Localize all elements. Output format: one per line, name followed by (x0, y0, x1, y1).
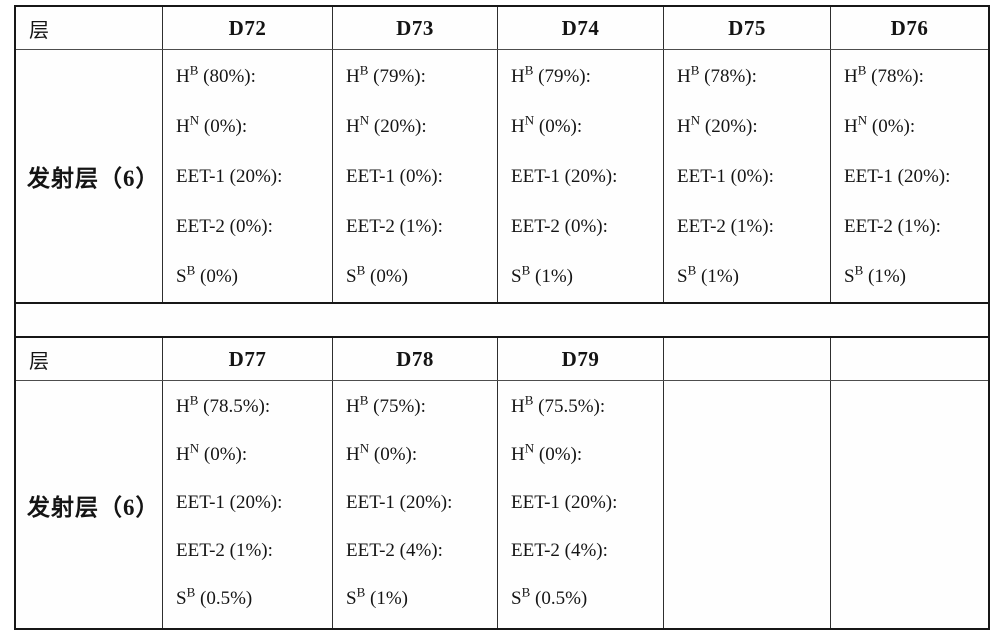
composition-line: HN (0%): (346, 440, 418, 465)
composition-line: EET-2 (1%): (346, 216, 443, 237)
table-divider-gap (16, 302, 988, 338)
composition-line: HB (78%): (844, 62, 924, 87)
composition-line: EET-1 (20%): (844, 166, 951, 187)
column-header-label: D77 (228, 346, 267, 371)
composition-line: SB (0%) (346, 262, 408, 287)
table-frame: 层 D72 D73 D74 D75 D76 发射层（6） HB (80%): HN… (14, 5, 990, 630)
column-header-label: D72 (228, 15, 267, 40)
composition-line: EET-1 (20%): (511, 492, 618, 513)
composition-line: HB (78.5%): (176, 392, 271, 417)
column-header-d75: D75 (663, 7, 830, 49)
composition-line: EET-1 (0%): (346, 166, 443, 187)
composition-line: EET-2 (4%): (511, 540, 608, 561)
column-header-label: D74 (561, 15, 600, 40)
table-1-body-row: 发射层（6） HB (80%): HN (0%): EET-1 (20%): EET-… (16, 50, 988, 302)
composition-line: HN (0%): (511, 112, 583, 137)
emission-layer-row-label: 发射层（6） (27, 166, 160, 191)
composition-line: SB (0.5%) (511, 584, 588, 609)
column-header-d77: D77 (162, 338, 332, 380)
layer-header-label: 层 (29, 350, 50, 373)
emission-layer-row-label-cell: 发射层（6） (16, 50, 162, 302)
table-d77-d79: 层 D77 D78 D79 发射层（6） HB (78.5%): HN (0%):… (16, 338, 988, 628)
composition-line: EET-2 (1%): (844, 216, 941, 237)
column-header-d74: D74 (497, 7, 663, 49)
data-cell-empty-2 (830, 381, 988, 628)
data-cell-d73: HB (79%): HN (20%): EET-1 (0%): EET-2 (1%):… (332, 50, 497, 302)
column-header-label: D79 (561, 346, 600, 371)
data-cell-d78: HB (75%): HN (0%): EET-1 (20%): EET-2 (4%):… (332, 381, 497, 628)
column-header-d79: D79 (497, 338, 663, 380)
composition-line: SB (0.5%) (176, 584, 253, 609)
composition-line: HN (0%): (844, 112, 916, 137)
column-header-d78: D78 (332, 338, 497, 380)
composition-line: EET-1 (20%): (346, 492, 453, 513)
composition-line: HN (0%): (176, 112, 248, 137)
column-header-d72: D72 (162, 7, 332, 49)
table-1-header-row: 层 D72 D73 D74 D75 D76 (16, 7, 988, 50)
composition-line: EET-2 (4%): (346, 540, 443, 561)
layer-header-label: 层 (29, 19, 50, 42)
composition-line: EET-2 (1%): (677, 216, 774, 237)
composition-line: HN (20%): (346, 112, 427, 137)
column-header-empty-1 (663, 338, 830, 380)
column-header-label: D78 (396, 346, 434, 371)
data-cell-d77: HB (78.5%): HN (0%): EET-1 (20%): EET-2 (1%… (162, 381, 332, 628)
composition-line: HB (79%): (346, 62, 426, 87)
table-2-header-row: 层 D77 D78 D79 (16, 338, 988, 381)
table-d72-d76: 层 D72 D73 D74 D75 D76 发射层（6） HB (80%): HN… (16, 7, 988, 302)
data-cell-d76: HB (78%): HN (0%): EET-1 (20%): EET-2 (1%):… (830, 50, 988, 302)
data-cell-d72: HB (80%): HN (0%): EET-1 (20%): EET-2 (0%):… (162, 50, 332, 302)
data-cell-d74: HB (79%): HN (0%): EET-1 (20%): EET-2 (0%):… (497, 50, 663, 302)
column-header-label: D76 (890, 15, 929, 40)
table-2-body-row: 发射层（6） HB (78.5%): HN (0%): EET-1 (20%): EE… (16, 381, 988, 628)
composition-line: HB (75%): (346, 392, 426, 417)
composition-line: EET-2 (1%): (176, 540, 273, 561)
column-header-label: D75 (728, 15, 766, 40)
composition-line: HN (0%): (176, 440, 248, 465)
composition-line: HB (75.5%): (511, 392, 606, 417)
composition-line: HB (80%): (176, 62, 256, 87)
composition-line: EET-2 (0%): (176, 216, 273, 237)
composition-line: SB (1%) (511, 262, 573, 287)
column-header-d73: D73 (332, 7, 497, 49)
data-cell-empty-1 (663, 381, 830, 628)
composition-line: EET-1 (20%): (176, 492, 283, 513)
column-header-empty-2 (830, 338, 988, 380)
composition-line: HB (78%): (677, 62, 757, 87)
emission-layer-row-label: 发射层（6） (27, 494, 160, 520)
data-cell-d79: HB (75.5%): HN (0%): EET-1 (20%): EET-2 (4%… (497, 381, 663, 628)
composition-line: HB (79%): (511, 62, 591, 87)
composition-line: EET-1 (0%): (677, 166, 774, 187)
composition-line: SB (0%) (176, 262, 238, 287)
composition-line: EET-2 (0%): (511, 216, 608, 237)
composition-line: SB (1%) (677, 262, 739, 287)
column-header-d76: D76 (830, 7, 988, 49)
emission-layer-row-label-cell: 发射层（6） (16, 381, 162, 628)
composition-line: HN (0%): (511, 440, 583, 465)
layer-header-cell: 层 (16, 7, 162, 49)
composition-line: EET-1 (20%): (176, 166, 283, 187)
composition-line: SB (1%) (844, 262, 906, 287)
composition-line: EET-1 (20%): (511, 166, 618, 187)
composition-line: HN (20%): (677, 112, 758, 137)
composition-line: SB (1%) (346, 584, 408, 609)
column-header-label: D73 (396, 15, 434, 40)
data-cell-d75: HB (78%): HN (20%): EET-1 (0%): EET-2 (1%):… (663, 50, 830, 302)
layer-header-cell: 层 (16, 338, 162, 380)
